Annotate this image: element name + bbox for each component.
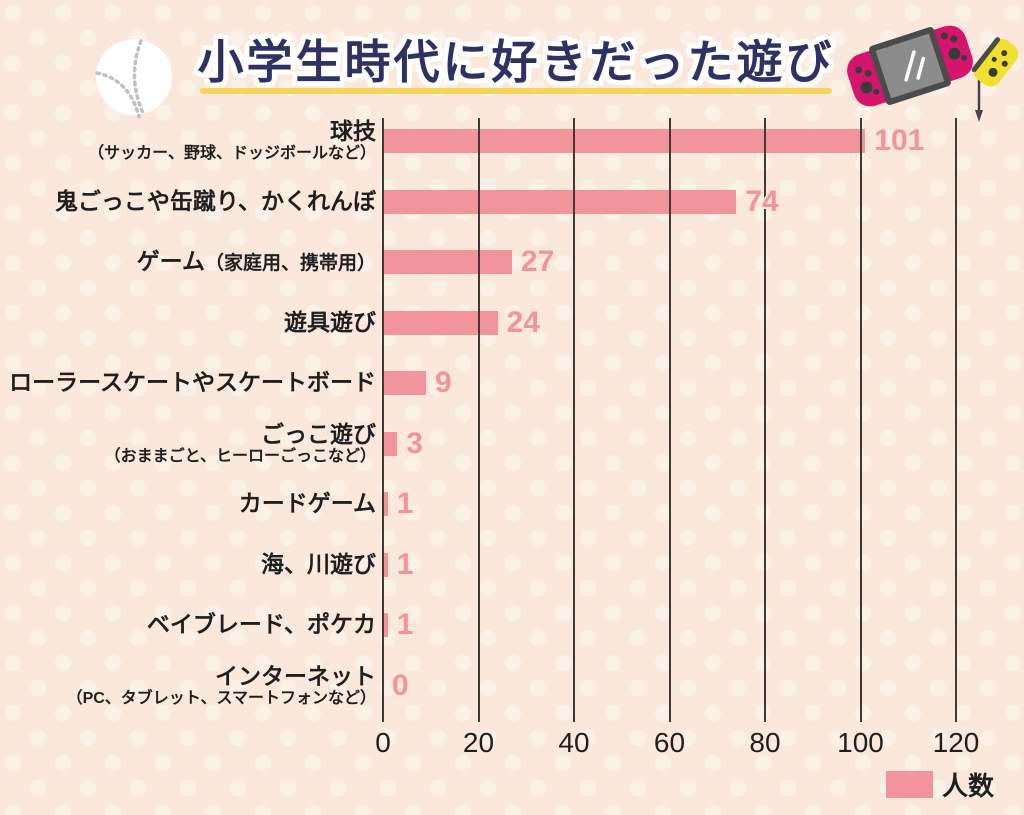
category-label: カードゲーム xyxy=(239,491,376,517)
value-label: 1 xyxy=(396,547,414,581)
bar xyxy=(383,129,866,153)
bar xyxy=(383,492,388,517)
category-label-text: 球技 xyxy=(330,118,376,145)
legend: 人数 xyxy=(886,766,994,803)
bar xyxy=(383,613,388,638)
x-tick-label: 40 xyxy=(558,727,590,758)
category-label: ゲーム（家庭用、携帯用） xyxy=(136,248,376,275)
joycon-icon xyxy=(971,37,1019,122)
category-label-text: ローラースケートやスケートボード xyxy=(9,369,376,396)
bar xyxy=(383,250,512,275)
value-label: 74 xyxy=(745,184,779,218)
category-label: ごっこ遊び （おままごと、ヒーローごっこなど） xyxy=(104,420,376,466)
category-label-text: 鬼ごっこや缶蹴り、かくれんぼ xyxy=(54,187,376,214)
gridline xyxy=(382,118,384,722)
category-label-text: カードゲーム xyxy=(238,490,376,517)
bar xyxy=(383,310,498,335)
x-tick-label: 100 xyxy=(837,727,884,758)
category-label: 鬼ごっこや缶蹴り、かくれんぼ xyxy=(54,187,376,215)
category-label-text: ゲーム xyxy=(136,248,205,275)
category-label-text: ごっこ遊び xyxy=(261,420,376,447)
bar xyxy=(383,431,398,456)
x-tick-label: 20 xyxy=(462,727,495,758)
category-label: インターネット （PC、タブレット、スマートフォンなど） xyxy=(66,663,376,708)
x-tick-label: 60 xyxy=(653,727,686,758)
value-label: 24 xyxy=(506,305,540,339)
value-label: 1 xyxy=(396,608,414,642)
category-label-text: ベイブレード、ポケカ xyxy=(146,611,376,638)
x-tick-label: 80 xyxy=(749,727,781,758)
legend-label: 人数 xyxy=(942,771,995,801)
legend-swatch xyxy=(886,771,933,798)
category-label-text: 遊具遊び xyxy=(284,308,376,335)
category-label-text: インターネット xyxy=(215,663,376,690)
category-sublabel-text: （家庭用、携帯用） xyxy=(204,253,376,275)
value-label: 27 xyxy=(520,245,555,279)
title-underline xyxy=(200,88,832,94)
value-label: 0 xyxy=(392,668,409,702)
category-label: ベイブレード、ポケカ xyxy=(146,611,376,639)
baseball-icon xyxy=(95,39,172,119)
category-label: ローラースケートやスケートボード xyxy=(9,369,376,396)
gridline xyxy=(573,118,575,722)
category-sublabel-text: （おままごと、ヒーローごっこなど） xyxy=(104,447,376,465)
gridline xyxy=(477,118,480,722)
x-tick-label: 120 xyxy=(932,727,980,758)
category-label: 遊具遊び xyxy=(284,308,376,336)
category-sublabel-text: （PC、タブレット、スマートフォンなど） xyxy=(66,689,376,707)
value-label: 3 xyxy=(406,426,423,460)
category-label: 球技 （サッカー、野球、ドッジボールなど） xyxy=(88,118,376,163)
value-label: 1 xyxy=(396,487,414,521)
value-label: 101 xyxy=(874,124,925,157)
category-label-text: 海、川遊び xyxy=(261,550,376,577)
x-tick-label: 0 xyxy=(375,727,391,758)
bar xyxy=(383,189,737,214)
gridline xyxy=(859,118,862,722)
bar xyxy=(383,371,426,396)
gridline xyxy=(955,118,957,722)
gridline xyxy=(668,118,671,722)
category-label: 海、川遊び xyxy=(261,550,376,578)
page-title: 小学生時代に好きだった遊び xyxy=(197,36,835,88)
gridline xyxy=(764,118,766,722)
value-label: 9 xyxy=(434,366,452,400)
bar xyxy=(383,552,388,577)
category-sublabel-text: （サッカー、野球、ドッジボールなど） xyxy=(88,144,376,162)
game-console-icon xyxy=(847,25,973,107)
